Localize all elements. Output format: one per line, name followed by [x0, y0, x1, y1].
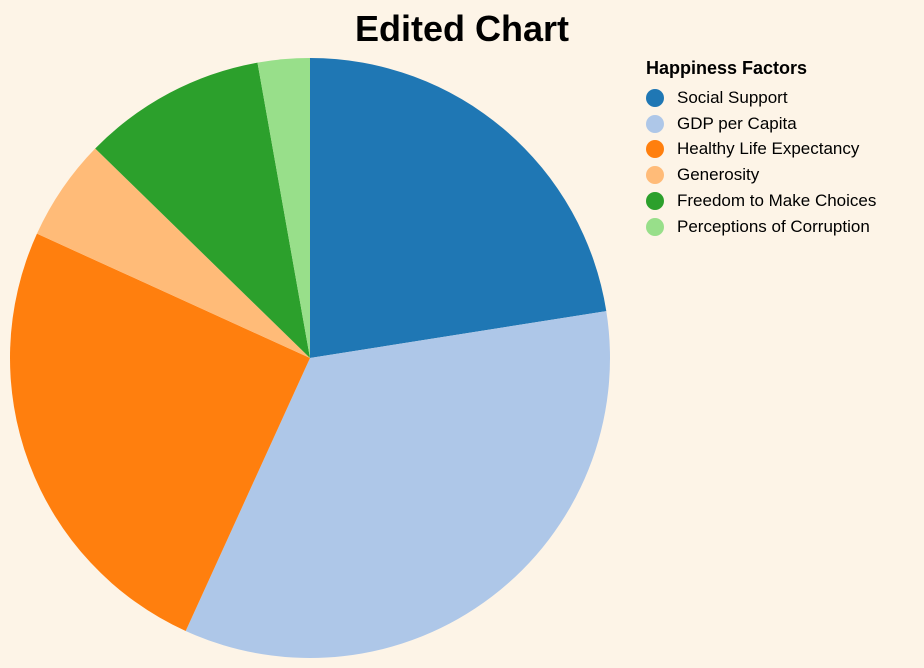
pie-slice-social-support[interactable] — [310, 58, 607, 358]
pie-slice-freedom-to-make-choices[interactable] — [95, 62, 310, 358]
legend-swatch — [646, 166, 664, 185]
legend-label: Healthy Life Expectancy — [677, 139, 860, 159]
pie-slice-perceptions-of-corruption[interactable] — [257, 58, 310, 358]
legend-label: Generosity — [677, 165, 760, 185]
legend-items: Social Support GDP per Capita Healthy Life… — [646, 85, 876, 240]
legend-swatch — [646, 88, 664, 107]
legend-title: Happiness Factors — [646, 58, 808, 78]
legend-item[interactable]: Healthy Life Expectancy — [646, 137, 876, 163]
pie-slice-healthy-life-expectancy[interactable] — [9, 233, 310, 632]
legend-swatch — [646, 192, 664, 211]
legend: Happiness Factors Social Support GDP per … — [646, 58, 876, 240]
legend-swatch — [646, 217, 664, 236]
pie-slice-gdp-per-capita[interactable] — [185, 311, 611, 658]
legend-item[interactable]: Freedom to Make Choices — [646, 188, 876, 214]
legend-swatch — [646, 140, 664, 159]
legend-label: Perceptions of Corruption — [677, 216, 870, 236]
legend-item[interactable]: GDP per Capita — [646, 111, 876, 137]
legend-swatch — [646, 114, 664, 133]
legend-label: Freedom to Make Choices — [677, 191, 877, 211]
chart-title: Edited Chart — [354, 8, 569, 49]
legend-label: Social Support — [677, 87, 788, 107]
legend-item[interactable]: Generosity — [646, 162, 876, 188]
legend-label: GDP per Capita — [677, 113, 797, 133]
pie-slice-generosity[interactable] — [36, 148, 311, 358]
legend-item[interactable]: Social Support — [646, 85, 876, 111]
legend-item[interactable]: Perceptions of Corruption — [646, 214, 876, 240]
